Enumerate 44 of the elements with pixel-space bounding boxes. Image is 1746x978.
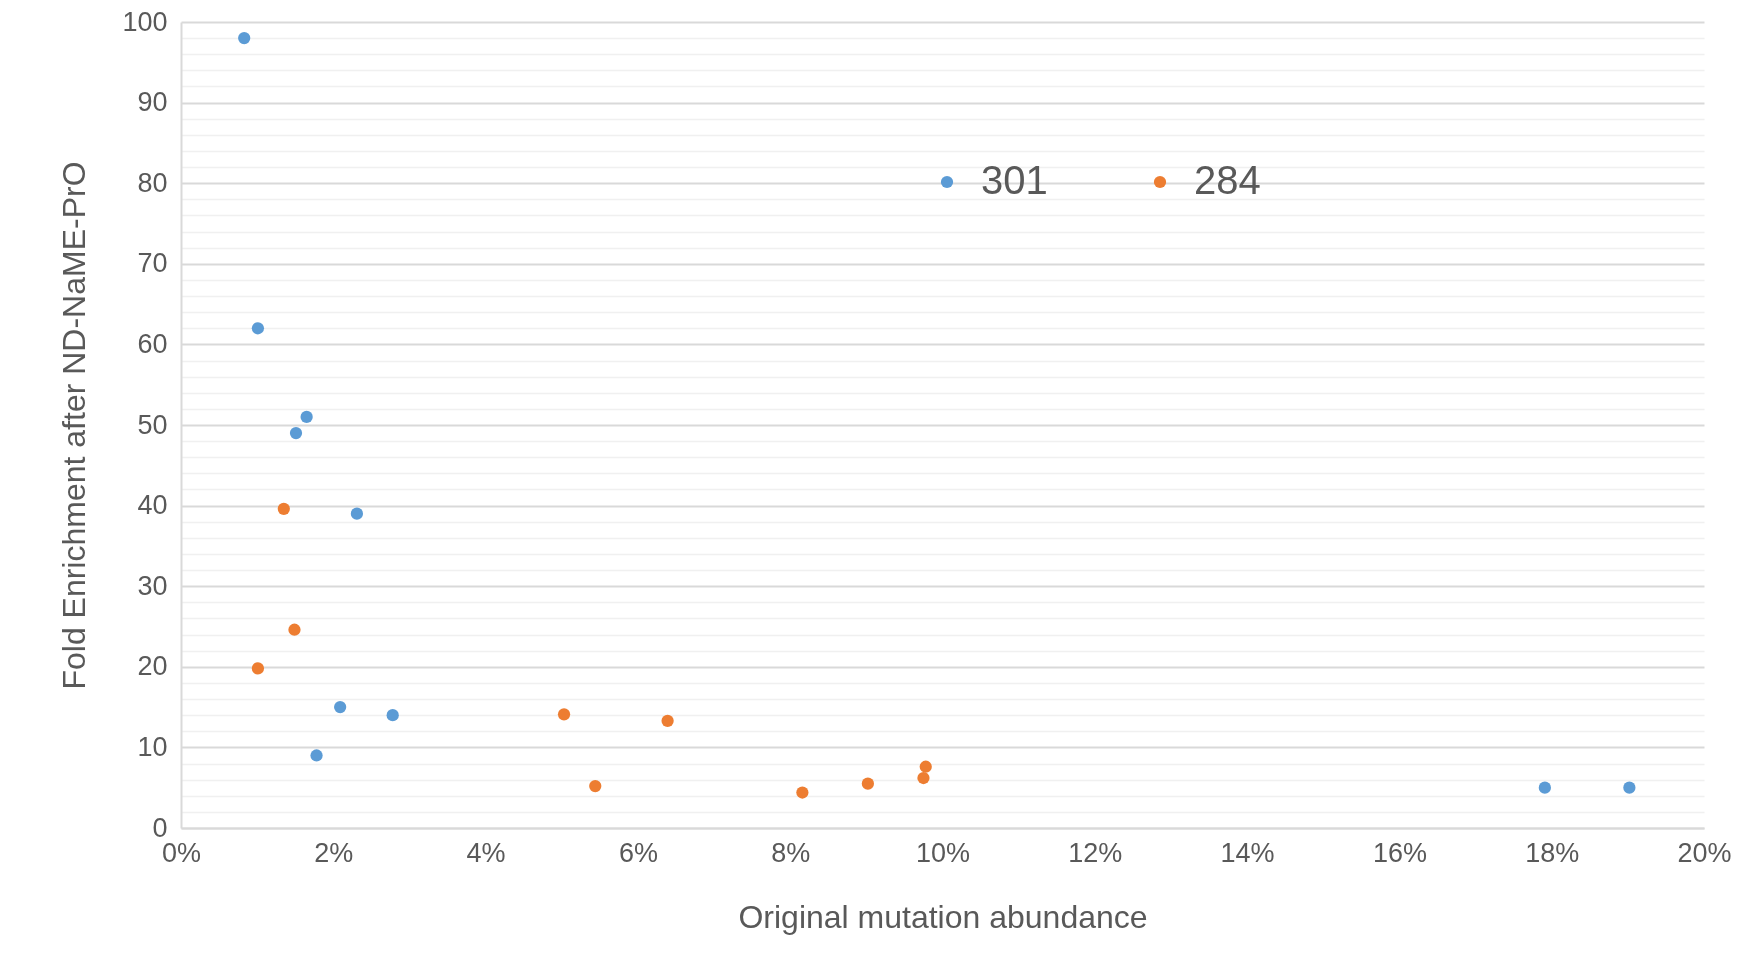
point <box>238 32 251 45</box>
legend-label: 301 <box>981 158 1048 202</box>
y-tick-label: 80 <box>137 167 168 198</box>
y-tick-label: 90 <box>137 87 168 118</box>
point <box>917 771 930 785</box>
point <box>277 502 290 515</box>
point <box>289 426 303 440</box>
x-tick-label: 10% <box>915 837 971 868</box>
y-tick-label: 40 <box>137 490 168 521</box>
point <box>589 779 602 793</box>
point <box>300 410 313 424</box>
point <box>251 322 265 335</box>
x-tick-label: 18% <box>1525 837 1580 868</box>
point <box>796 786 809 799</box>
point <box>288 623 301 636</box>
x-tick-label: 4% <box>466 837 506 868</box>
y-tick-label: 30 <box>137 570 168 601</box>
point <box>310 749 323 762</box>
x-tick-label: 14% <box>1220 837 1275 868</box>
y-tick-label: 20 <box>137 651 168 682</box>
y-tick-label: 60 <box>137 328 168 359</box>
y-tick-label: 70 <box>137 248 168 279</box>
y-axis-title: Fold Enrichment after ND-NaME-PrO <box>56 161 93 690</box>
point <box>557 708 571 721</box>
x-tick-label: 6% <box>618 837 658 868</box>
x-tick-label: 2% <box>314 837 354 868</box>
point <box>334 700 347 714</box>
y-tick-label: 50 <box>137 409 168 440</box>
x-axis-title: Original mutation abundance <box>738 898 1148 935</box>
point <box>919 760 932 773</box>
point <box>386 709 399 722</box>
legend-label: 284 <box>1194 158 1261 202</box>
x-tick-label: 20% <box>1677 837 1732 868</box>
point <box>1538 781 1551 794</box>
x-tick-label: 16% <box>1372 837 1427 868</box>
point <box>661 714 674 727</box>
x-tick-label: 12% <box>1068 837 1123 868</box>
point <box>251 662 265 675</box>
point <box>861 777 874 790</box>
point <box>350 507 364 520</box>
x-tick-label: 8% <box>771 837 811 868</box>
y-tick-label: 10 <box>137 731 168 762</box>
y-tick-label: 100 <box>122 6 168 37</box>
point <box>1623 781 1636 794</box>
